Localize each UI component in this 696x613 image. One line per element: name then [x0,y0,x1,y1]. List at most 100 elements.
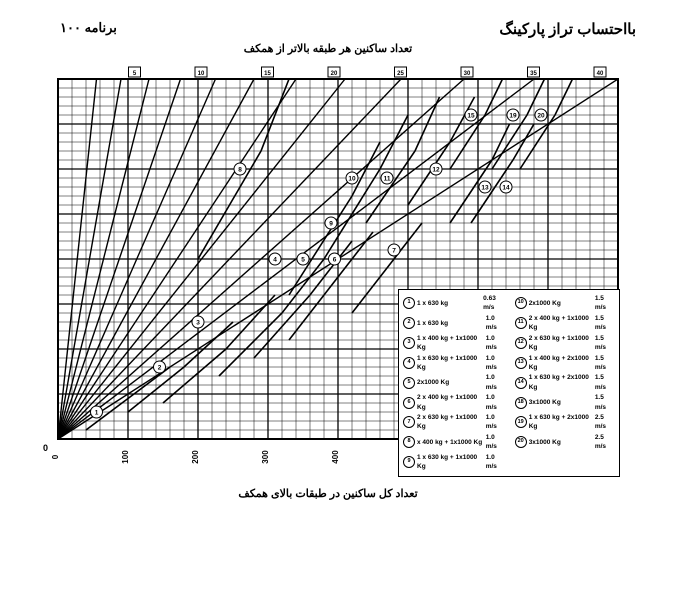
legend-spec: 2x1000 Kg [417,378,484,387]
legend-speed: 1.0 m/s [486,373,507,392]
legend-spec: 1 x 630 kg [417,319,484,328]
legend-speed: 1.5 m/s [595,373,615,392]
legend-spec: 3x1000 Kg [529,398,593,407]
legend-row: 203x1000 Kg2.5 m/s [515,433,615,452]
title-main: بااحتساب تراز پارکینگ [499,20,636,38]
svg-text:8: 8 [238,167,242,174]
svg-text:300: 300 [261,450,270,464]
svg-text:30: 30 [464,71,471,77]
legend-row: 131 x 400 kg + 2x1000 Kg1.5 m/s [515,354,615,373]
chart-area: 1234567891011121314151920510152025303540… [18,61,638,481]
legend-index-circle: 6 [403,397,415,409]
svg-text:0: 0 [51,454,60,459]
legend-index-circle: 10 [515,297,527,309]
svg-text:12: 12 [432,167,440,174]
legend-speed: 1.0 m/s [486,334,507,353]
legend-index-circle: 7 [403,416,415,428]
legend-row: 11 x 630 kg0.63 m/s [403,294,507,313]
legend-spec: 1 x 630 kg + 2x1000 Kg [529,373,593,392]
legend-index-circle: 20 [515,436,527,448]
legend-row: 141 x 630 kg + 2x1000 Kg1.5 m/s [515,373,615,392]
svg-text:100: 100 [121,450,130,464]
legend-speed: 1.5 m/s [595,314,615,333]
subtitle: تعداد ساکنین هر طبقه بالاتر از همکف [0,42,676,55]
legend-speed: 1.5 m/s [595,334,615,353]
legend-col-left: 11 x 630 kg0.63 m/s21 x 630 kg1.0 m/s31 … [403,294,507,472]
svg-text:15: 15 [467,113,475,120]
legend-speed: 2.5 m/s [595,413,615,432]
legend-index-circle: 5 [403,377,415,389]
legend-row: 62 x 400 kg + 1x1000 Kg1.0 m/s [403,393,507,412]
legend-row: 122 x 630 kg + 1x1000 Kg1.5 m/s [515,334,615,353]
legend-col-right: 102x1000 Kg1.5 m/s112 x 400 kg + 1x1000 … [515,294,615,472]
legend-speed: 1.5 m/s [595,294,615,313]
svg-text:400: 400 [331,450,340,464]
legend-index-circle: 8 [403,436,415,448]
svg-text:19: 19 [509,113,517,120]
legend-row: 41 x 630 kg + 1x1000 Kg1.0 m/s [403,354,507,373]
svg-text:14: 14 [502,185,510,192]
legend-index-circle: 18 [515,397,527,409]
x-axis-label: تعداد کل ساکنین در طبقات بالای همکف [0,487,676,500]
svg-text:40: 40 [597,71,604,77]
header-row: بااحتساب تراز پارکینگ برنامه ۱۰۰ [0,20,676,38]
svg-text:11: 11 [384,176,391,183]
legend-spec: 3x1000 Kg [529,438,593,447]
legend-row: 8x 400 kg + 1x1000 Kg1.0 m/s [403,433,507,452]
legend-row: 72 x 630 kg + 1x1000 Kg1.0 m/s [403,413,507,432]
svg-text:10: 10 [198,71,205,77]
legend-index-circle: 1 [403,297,415,309]
svg-text:13: 13 [481,185,489,192]
legend-index-circle: 3 [403,337,415,349]
legend-spec: 2 x 630 kg + 1x1000 Kg [529,334,593,353]
legend-index-circle: 9 [403,456,415,468]
legend-index-circle: 2 [403,317,415,329]
legend-index-circle: 4 [403,357,415,369]
legend-row: 21 x 630 kg1.0 m/s [403,314,507,333]
svg-text:1: 1 [95,410,99,417]
legend-speed: 1.0 m/s [486,314,507,333]
legend-spec: 2x1000 Kg [529,299,593,308]
legend-spec: 1 x 400 kg + 1x1000 Kg [417,334,484,353]
legend-row: 52x1000 Kg1.0 m/s [403,373,507,392]
legend-spec: 2 x 630 kg + 1x1000 Kg [417,413,484,432]
legend-speed: 1.5 m/s [595,393,615,412]
legend-speed: 1.0 m/s [486,413,507,432]
legend-speed: 0.63 m/s [483,294,507,313]
legend-speed: 1.0 m/s [486,354,507,373]
svg-text:25: 25 [397,71,404,77]
svg-text:15: 15 [264,71,271,77]
page-number-label: برنامه ۱۰۰ [60,20,117,38]
legend-spec: 1 x 630 kg + 2x1000 Kg [529,413,593,432]
legend-index-circle: 14 [515,377,527,389]
svg-text:20: 20 [537,113,545,120]
legend-speed: 1.5 m/s [595,354,615,373]
legend-spec: x 400 kg + 1x1000 Kg [417,438,484,447]
svg-text:3: 3 [196,320,200,327]
svg-text:200: 200 [191,450,200,464]
legend-index-circle: 12 [515,337,527,349]
legend-spec: 1 x 630 kg + 1x1000 Kg [417,354,484,373]
legend-spec: 1 x 630 kg + 1x1000 Kg [417,453,484,472]
svg-text:2: 2 [158,365,162,372]
legend-spec: 1 x 630 kg [417,299,481,308]
legend-box: 11 x 630 kg0.63 m/s21 x 630 kg1.0 m/s31 … [398,289,620,477]
svg-text:0: 0 [43,443,48,453]
svg-text:7: 7 [392,248,396,255]
svg-text:6: 6 [333,257,337,264]
legend-row: 102x1000 Kg1.5 m/s [515,294,615,313]
legend-speed: 2.5 m/s [595,433,615,452]
svg-text:10: 10 [348,176,356,183]
legend-speed: 1.0 m/s [486,393,507,412]
legend-row: 91 x 630 kg + 1x1000 Kg1.0 m/s [403,453,507,472]
legend-index-circle: 13 [515,357,527,369]
svg-text:20: 20 [331,71,338,77]
page-root: بااحتساب تراز پارکینگ برنامه ۱۰۰ تعداد س… [0,20,676,593]
legend-spec: 2 x 400 kg + 1x1000 Kg [529,314,593,333]
legend-row: 112 x 400 kg + 1x1000 Kg1.5 m/s [515,314,615,333]
legend-speed: 1.0 m/s [486,453,507,472]
legend-speed: 1.0 m/s [486,433,507,452]
legend-spec: 1 x 400 kg + 2x1000 Kg [529,354,593,373]
legend-row: 31 x 400 kg + 1x1000 Kg1.0 m/s [403,334,507,353]
svg-text:5: 5 [301,257,305,264]
